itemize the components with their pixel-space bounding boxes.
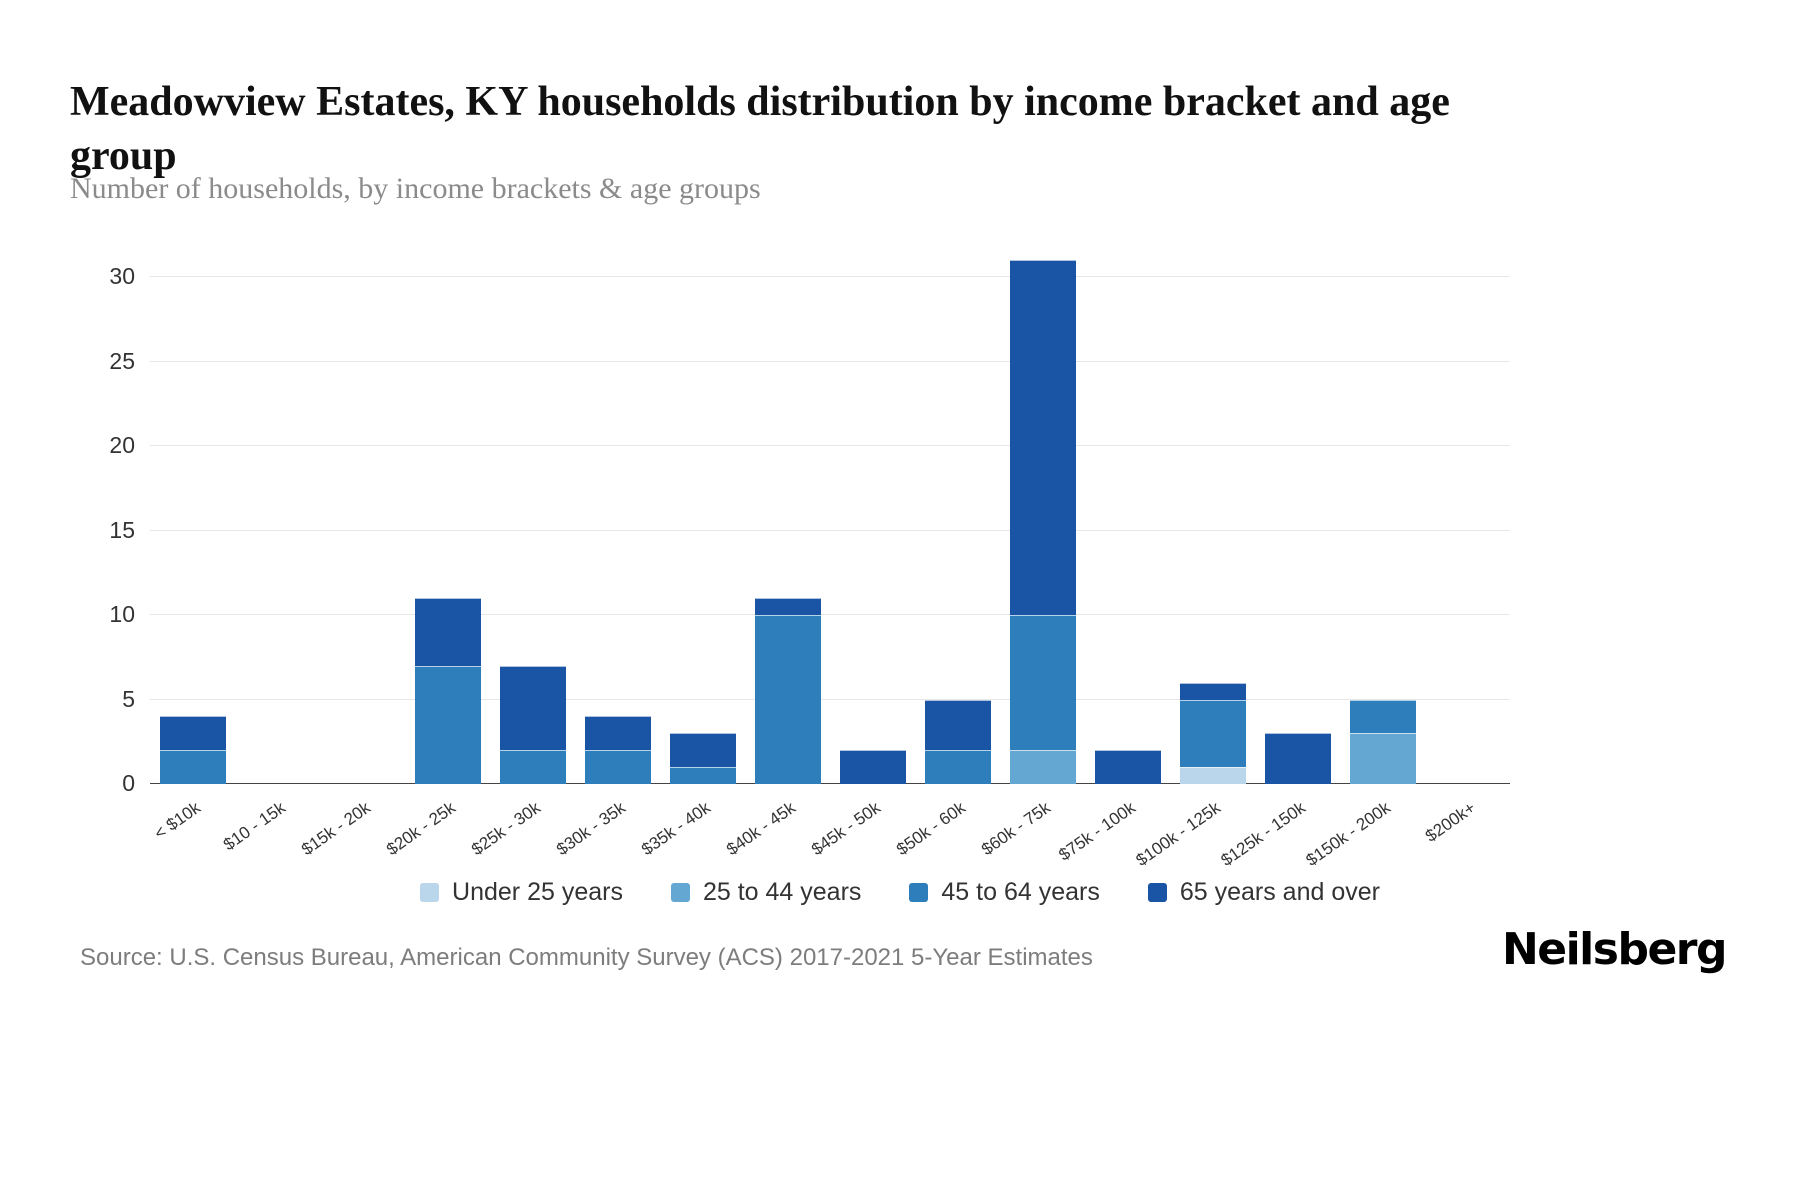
bar-segment [839, 750, 906, 784]
bar-segment [669, 767, 736, 784]
bar-segment [414, 598, 481, 666]
legend-swatch [420, 883, 440, 902]
legend-label: 65 years and over [1179, 878, 1380, 906]
y-axis-tick-label: 10 [109, 601, 135, 628]
bar-segment [1009, 615, 1076, 751]
y-axis-tick-label: 5 [122, 685, 135, 712]
y-axis-tick-label: 30 [109, 263, 135, 290]
bar-segment [1009, 260, 1076, 616]
gridline [150, 614, 1510, 616]
bar-segment [1349, 699, 1416, 734]
bar-segment [924, 699, 991, 751]
chart-subtitle: Number of households, by income brackets… [70, 172, 761, 205]
legend-item-65-years-and-over[interactable]: 65 years and over [1147, 878, 1380, 907]
legend-label: 45 to 64 years [941, 878, 1100, 906]
bar-segment [1179, 767, 1246, 784]
bar-segment [499, 665, 566, 751]
legend-swatch [1147, 883, 1167, 902]
legend-label: Under 25 years [452, 878, 623, 906]
gridline [150, 445, 1510, 447]
chart-title: Meadowview Estates, KY households distri… [70, 79, 1450, 179]
bar-segment [1009, 750, 1076, 784]
gridline [150, 276, 1510, 278]
bar-segment [584, 716, 651, 751]
plot-area: 0 5 10 15 20 25 30 < $10k $10 - 15k $15k - 20k $20… [109, 252, 1510, 870]
bar-segment [1349, 733, 1416, 784]
gridline [150, 360, 1510, 362]
brand-logo[interactable]: Neilsberg [1501, 924, 1728, 975]
bar-segment [754, 615, 821, 784]
gridline [150, 698, 1510, 700]
source-text: Source: U.S. Census Bureau, American Com… [80, 944, 1093, 971]
legend-label: 25 to 44 years [702, 878, 862, 906]
gridline [150, 783, 1510, 784]
bar-segment [1179, 682, 1246, 700]
chart-legend: Under 25 years 25 to 44 years 45 to 64 yea… [0, 878, 1800, 907]
y-axis-tick-label: 0 [122, 770, 135, 796]
bar-segment [1094, 750, 1161, 784]
y-axis-tick-label: 20 [109, 432, 135, 459]
y-axis-tick-label: 25 [109, 347, 135, 374]
gridline [150, 529, 1510, 531]
bar-segment [159, 716, 226, 751]
legend-swatch [670, 883, 690, 902]
bar-segment [1264, 733, 1331, 784]
bar-segment [414, 665, 481, 784]
legend-swatch [909, 883, 929, 902]
legend-item-under-25-years[interactable]: Under 25 years [420, 878, 623, 907]
y-axis-tick-label: 15 [109, 516, 135, 543]
bar-segment [1179, 699, 1246, 768]
bar-segment [754, 598, 821, 616]
bar-segment [584, 750, 651, 784]
legend-item-45-to-64-years[interactable]: 45 to 64 years [909, 878, 1100, 907]
bar-segment [159, 750, 226, 784]
bar-segment [924, 750, 991, 784]
bar-segment [669, 733, 736, 768]
bar-segment [499, 750, 566, 784]
legend-item-25-to-44-years[interactable]: 25 to 44 years [670, 878, 862, 907]
